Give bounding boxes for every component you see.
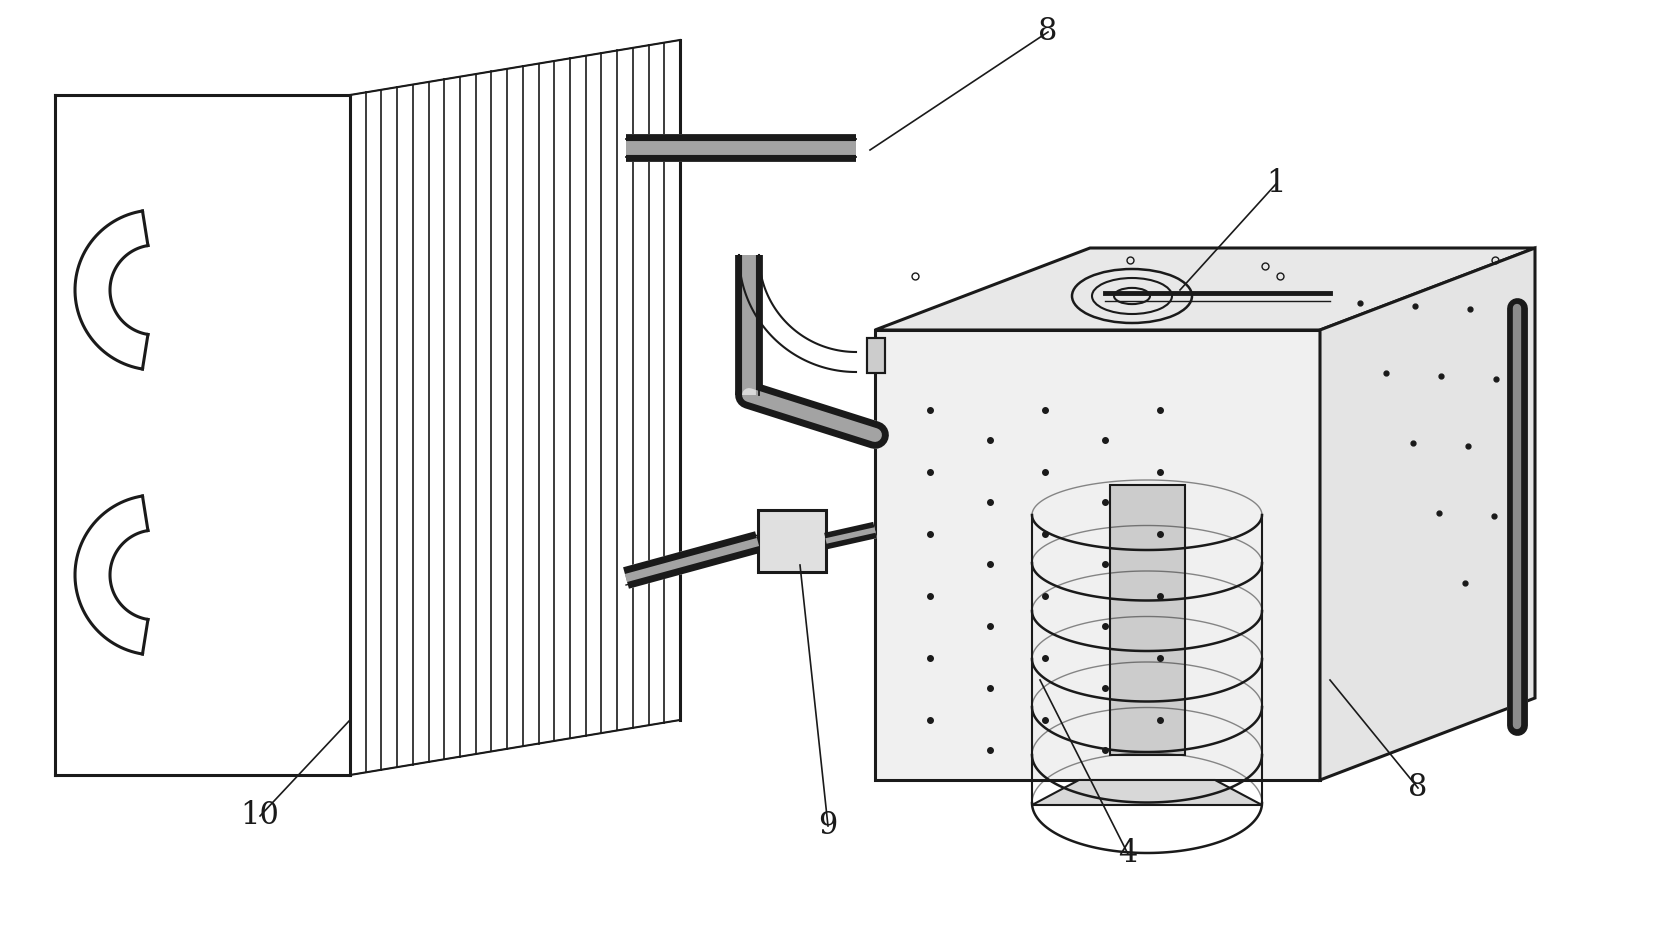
Polygon shape bbox=[741, 273, 761, 280]
Polygon shape bbox=[834, 350, 841, 371]
Polygon shape bbox=[744, 283, 764, 292]
Polygon shape bbox=[743, 278, 763, 286]
Polygon shape bbox=[773, 322, 788, 339]
FancyBboxPatch shape bbox=[875, 330, 1320, 780]
Polygon shape bbox=[1320, 248, 1535, 780]
Polygon shape bbox=[828, 349, 836, 369]
Polygon shape bbox=[739, 262, 759, 267]
Polygon shape bbox=[799, 340, 811, 359]
Polygon shape bbox=[824, 349, 833, 369]
Polygon shape bbox=[803, 341, 813, 360]
Polygon shape bbox=[823, 348, 831, 368]
Polygon shape bbox=[769, 320, 786, 337]
Polygon shape bbox=[748, 293, 768, 303]
Text: 8: 8 bbox=[1409, 772, 1427, 804]
Polygon shape bbox=[739, 265, 759, 270]
Polygon shape bbox=[741, 276, 761, 282]
Polygon shape bbox=[776, 326, 793, 343]
Polygon shape bbox=[746, 288, 766, 298]
Polygon shape bbox=[758, 309, 776, 322]
Bar bbox=[866, 338, 885, 373]
Polygon shape bbox=[875, 248, 1535, 330]
Polygon shape bbox=[811, 344, 821, 364]
Polygon shape bbox=[739, 255, 759, 258]
Polygon shape bbox=[754, 302, 773, 315]
Polygon shape bbox=[744, 285, 764, 295]
Polygon shape bbox=[796, 339, 809, 358]
Text: 1: 1 bbox=[1267, 168, 1285, 200]
Polygon shape bbox=[774, 324, 789, 341]
Text: 9: 9 bbox=[818, 810, 838, 842]
Polygon shape bbox=[841, 351, 846, 371]
Polygon shape bbox=[786, 333, 799, 351]
Polygon shape bbox=[766, 317, 783, 332]
Polygon shape bbox=[763, 313, 779, 327]
Polygon shape bbox=[768, 319, 784, 335]
Bar bbox=[758, 510, 826, 572]
Polygon shape bbox=[853, 352, 856, 372]
Polygon shape bbox=[748, 290, 766, 301]
Polygon shape bbox=[1031, 780, 1262, 805]
Polygon shape bbox=[753, 300, 771, 312]
Polygon shape bbox=[819, 347, 828, 367]
Polygon shape bbox=[804, 342, 816, 361]
Polygon shape bbox=[816, 346, 826, 366]
Polygon shape bbox=[781, 330, 796, 347]
Polygon shape bbox=[846, 352, 851, 372]
Polygon shape bbox=[794, 338, 806, 356]
Polygon shape bbox=[739, 261, 759, 264]
Text: 4: 4 bbox=[1118, 839, 1138, 869]
Polygon shape bbox=[756, 306, 774, 320]
Polygon shape bbox=[784, 331, 798, 349]
Polygon shape bbox=[831, 350, 838, 370]
Polygon shape bbox=[761, 311, 778, 325]
Polygon shape bbox=[764, 315, 781, 330]
Bar bbox=[1110, 485, 1185, 755]
Polygon shape bbox=[838, 351, 843, 371]
Polygon shape bbox=[743, 281, 763, 289]
Polygon shape bbox=[754, 304, 774, 317]
Polygon shape bbox=[779, 328, 794, 345]
Polygon shape bbox=[850, 352, 853, 372]
Polygon shape bbox=[741, 270, 761, 277]
Polygon shape bbox=[739, 258, 759, 262]
Text: 8: 8 bbox=[1038, 16, 1058, 48]
Bar bbox=[866, 338, 885, 373]
Polygon shape bbox=[789, 335, 803, 353]
Polygon shape bbox=[749, 295, 769, 306]
Polygon shape bbox=[808, 343, 818, 362]
Polygon shape bbox=[843, 352, 848, 372]
Polygon shape bbox=[791, 336, 804, 354]
Polygon shape bbox=[739, 268, 761, 274]
Text: 10: 10 bbox=[240, 801, 279, 831]
Polygon shape bbox=[813, 345, 823, 365]
Polygon shape bbox=[751, 298, 769, 309]
